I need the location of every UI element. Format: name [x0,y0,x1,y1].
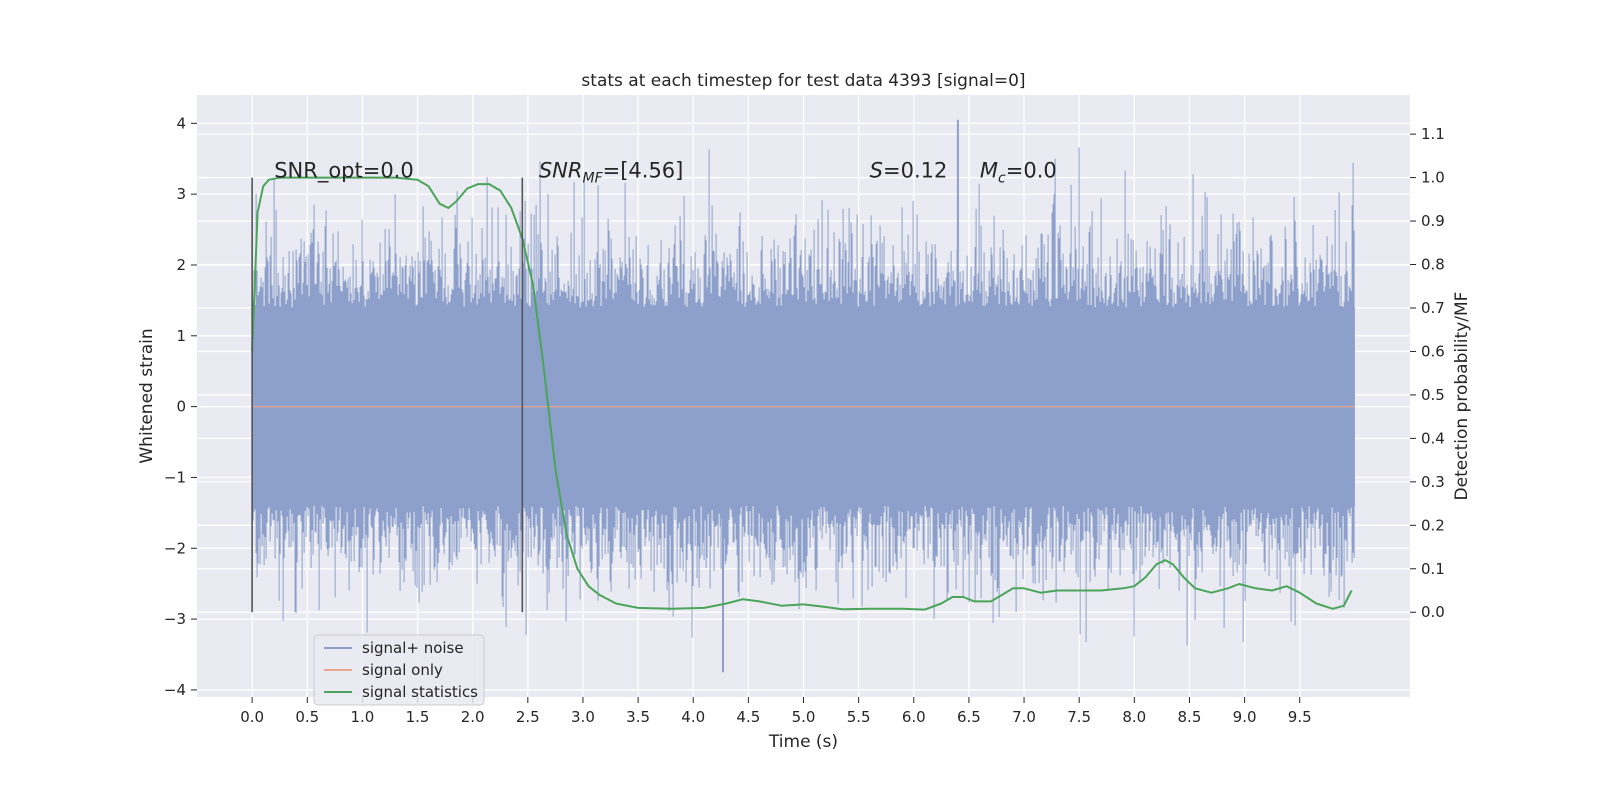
x-axis-label: Time (s) [768,732,838,752]
y-axis-label-right: Detection probability/MF [1452,292,1472,501]
legend-label: signal+ noise [362,639,464,657]
x-tick-label: 5.5 [847,708,871,726]
y-tick-label-left: 1 [176,327,186,345]
chart-title: stats at each timestep for test data 439… [581,71,1025,91]
annotations: SNR_opt=0.0 SNRMF=[4.56] S=0.12 Mc=0.0 [274,159,1057,187]
left-axis: 4 3 2 1 0 −1 −2 −3 −4 [164,114,197,699]
y-tick-label-right: 0.1 [1421,560,1445,578]
x-axis: 0.0 0.5 1.0 1.5 2.0 2.5 3.0 3.5 4.0 4.5 5.0 5.5 6.0 6… [240,697,1312,726]
legend: signal+ noise signal only signal statistic… [313,634,485,706]
x-tick-label: 0.5 [295,708,319,726]
y-tick-label-left: 4 [176,114,186,132]
annotation-snr-opt: SNR_opt=0.0 [274,159,414,184]
annotation-snr-mf: SNRMF=[4.56] [539,159,684,187]
x-tick-label: 7.5 [1067,708,1091,726]
y-tick-label-right: 0.4 [1421,429,1445,447]
x-tick-label: 7.0 [1012,708,1036,726]
x-tick-label: 0.0 [240,708,264,726]
y-tick-label-right: 0.6 [1421,342,1445,360]
x-tick-label: 9.0 [1233,708,1257,726]
y-tick-label-left: −2 [164,539,186,557]
x-tick-label: 8.0 [1122,708,1146,726]
x-tick-label: 4.5 [736,708,760,726]
x-tick-label: 3.5 [626,708,650,726]
y-tick-label-right: 0.3 [1421,473,1445,491]
x-tick-label: 9.5 [1288,708,1312,726]
y-tick-label-left: 2 [176,256,186,274]
y-tick-label-right: 1.0 [1421,169,1445,187]
x-tick-label: 8.5 [1178,708,1202,726]
marker-lines [251,177,524,613]
y-tick-label-right: 0.5 [1421,386,1445,404]
y-tick-label-right: 0.7 [1421,299,1445,317]
y-tick-label-left: 0 [176,398,186,416]
x-tick-label: 3.0 [571,708,595,726]
y-tick-label-right: 0.2 [1421,516,1445,534]
legend-label: signal only [362,661,443,679]
y-tick-label-left: 3 [176,185,186,203]
x-tick-label: 2.5 [516,708,540,726]
y-tick-label-right: 1.1 [1421,125,1445,143]
legend-label: signal statistics [362,683,478,701]
y-tick-label-left: −4 [164,681,186,699]
legend-box [313,634,485,706]
legend-entries: signal+ noise signal only signal statistic… [324,639,478,701]
right-axis: 1.1 1.0 0.9 0.8 0.7 0.6 0.5 0.4 0.3 0.2 0.1 0.0 [1410,125,1445,621]
series-signal-statistics [251,176,1353,611]
x-tick-label: 2.0 [461,708,485,726]
annotation-mc: Mc=0.0 [980,159,1057,187]
y-axis-label-left: Whitened strain [137,328,157,463]
x-tick-label: 1.0 [350,708,374,726]
y-tick-label-right: 0.9 [1421,212,1445,230]
x-tick-label: 5.0 [792,708,816,726]
x-tick-label: 6.5 [957,708,981,726]
line-layer [251,176,1355,611]
annotation-s-stat: S=0.12 [870,159,948,183]
y-tick-label-left: −3 [164,610,186,628]
y-tick-label-left: −1 [164,468,186,486]
y-tick-label-right: 0.8 [1421,256,1445,274]
x-tick-label: 1.5 [406,708,430,726]
y-tick-label-right: 0.0 [1421,603,1445,621]
x-tick-label: 4.0 [681,708,705,726]
x-tick-label: 6.0 [902,708,926,726]
